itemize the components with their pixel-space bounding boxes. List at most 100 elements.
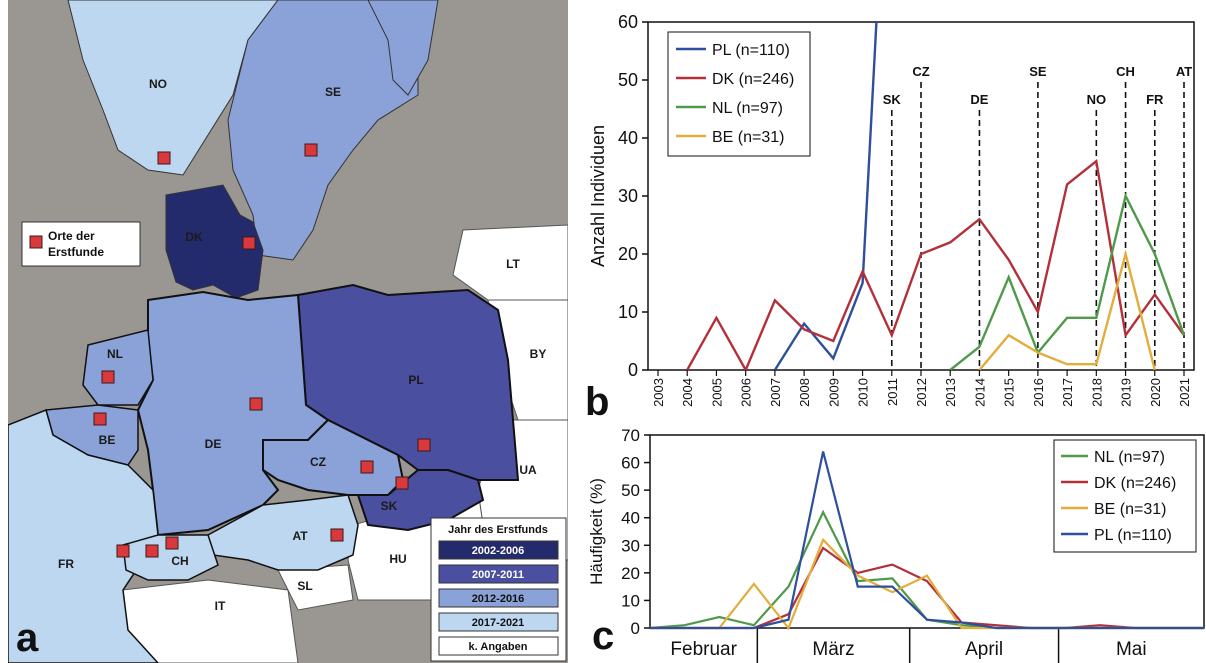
- legend-label: NL (n=97): [1094, 449, 1165, 466]
- year-legend-swatch: [438, 564, 559, 584]
- annotation-label: NO: [1087, 92, 1107, 107]
- year-legend-label: k. Angaben: [469, 641, 528, 653]
- country-label-it: IT: [215, 599, 226, 613]
- marker-pl: [417, 438, 431, 452]
- annotation-label: CH: [1116, 64, 1135, 79]
- x-tick-label: 2005: [709, 378, 724, 407]
- legend-label: BE (n=31): [1094, 501, 1166, 518]
- legend-label: PL (n=110): [1094, 527, 1172, 544]
- series-line-nl: [949, 192, 1186, 370]
- country-dk: [165, 184, 264, 299]
- country-label-no: NO: [149, 77, 167, 91]
- year-legend-label: 2002-2006: [472, 545, 525, 557]
- first-record-map: NO SE DK LT BY NL BE DE PL CZ SK UA FR C…: [8, 0, 568, 663]
- x-tick-label: 2019: [1119, 378, 1134, 407]
- country-label-de: DE: [205, 437, 222, 451]
- marker-sk: [395, 476, 409, 490]
- year-legend: Jahr des Erstfunds 2002-2006 2007-2011 201…: [430, 517, 567, 662]
- country-label-sl: SL: [297, 579, 312, 593]
- year-legend-swatch: [438, 612, 559, 632]
- x-tick-label: 2017: [1060, 378, 1075, 407]
- country-label-sk: SK: [381, 499, 398, 513]
- annotation-label: SE: [1029, 64, 1047, 79]
- x-tick-label: 2014: [972, 378, 987, 407]
- month-label: Mai: [1116, 639, 1147, 660]
- legend-label: PL (n=110): [712, 42, 790, 59]
- marker-ch-1: [116, 544, 130, 558]
- series-line-pl: [773, 22, 878, 370]
- y-tick-label: 10: [621, 591, 640, 610]
- annotation-label: DE: [970, 92, 988, 107]
- country-label-se: SE: [325, 85, 341, 99]
- chart-seasonal-frequency: 0 10 20 30 40 50 60 70 Februar März April Mai Häufig…: [587, 426, 1205, 663]
- annotation-label: SK: [883, 92, 902, 107]
- marker-dk: [242, 236, 256, 250]
- x-tick-label: 2006: [739, 378, 754, 407]
- month-label: März: [812, 639, 854, 660]
- marker-se: [304, 143, 318, 157]
- y-axis-label: Anzahl Individuen: [588, 125, 608, 267]
- marker-nl: [101, 370, 115, 384]
- x-tick-label: 2021: [1177, 378, 1192, 407]
- series-line-dk: [650, 546, 1204, 630]
- x-tick-label: 2016: [1031, 378, 1046, 407]
- first-record-markers: [93, 143, 431, 558]
- month-label: Februar: [670, 639, 737, 660]
- y-tick-label: 0: [631, 619, 640, 638]
- year-legend-title: Jahr des Erstfunds: [448, 524, 548, 536]
- annotation-label: AT: [1176, 64, 1192, 79]
- y-tick-label: 70: [621, 426, 640, 445]
- y-axis-label: Häufigkeit (%): [587, 478, 606, 585]
- panel-label-c: c: [592, 614, 615, 658]
- month-label: April: [965, 639, 1003, 660]
- y-tick-label: 60: [621, 454, 640, 473]
- marker-ch-3: [165, 536, 179, 550]
- marker-legend-line1: Orte der: [48, 229, 95, 243]
- annotation-label: FR: [1146, 92, 1164, 107]
- x-tick-label: 2007: [768, 378, 783, 407]
- year-legend-label: 2017-2021: [472, 617, 525, 629]
- y-tick-label: 20: [621, 564, 640, 583]
- marker-be: [93, 412, 107, 426]
- country-label-ch: CH: [171, 554, 188, 568]
- country-label-cz: CZ: [310, 455, 326, 469]
- x-tick-label: 2012: [914, 378, 929, 407]
- y-tick-label: 20: [618, 244, 638, 264]
- country-it: [122, 579, 299, 663]
- y-tick-label: 50: [618, 70, 638, 90]
- country-nl: [82, 329, 154, 406]
- country-at: [207, 494, 359, 571]
- chart-c-frame: [649, 434, 1205, 629]
- country-se: [227, 0, 419, 261]
- y-tick-label: 40: [618, 128, 638, 148]
- marker-no: [157, 151, 171, 165]
- panel-label-a: a: [16, 616, 39, 660]
- marker-ch-2: [145, 544, 159, 558]
- year-legend-swatch: [438, 636, 559, 656]
- x-tick-label: 2010: [856, 378, 871, 407]
- year-legend-label: 2012-2016: [472, 593, 525, 605]
- x-tick-label: 2020: [1148, 378, 1163, 407]
- x-tick-label: 2009: [826, 378, 841, 407]
- country-fi: [367, 0, 439, 96]
- series-line-pl: [650, 451, 1204, 630]
- y-tick-label: 50: [621, 481, 640, 500]
- y-tick-label: 10: [618, 302, 638, 322]
- panel-label-b: b: [585, 380, 610, 424]
- series-line-dk: [686, 158, 1185, 370]
- x-tick-label: 2003: [651, 378, 666, 407]
- marker-legend-line2: Erstfunde: [48, 245, 104, 259]
- x-tick-label: 2011: [885, 378, 900, 406]
- y-tick-label: 40: [621, 509, 640, 528]
- marker-de: [249, 397, 263, 411]
- x-tick-label: 2013: [943, 378, 958, 407]
- country-label-ua: UA: [519, 463, 537, 477]
- series-line-be: [978, 249, 1156, 370]
- country-label-at: AT: [292, 529, 308, 543]
- series-line-be: [650, 537, 1204, 631]
- year-legend-swatch: [438, 540, 559, 560]
- country-label-nl: NL: [107, 347, 123, 361]
- legend-label: DK (n=246): [1094, 475, 1176, 492]
- country-label-hu: HU: [389, 552, 406, 566]
- y-tick-label: 0: [628, 360, 638, 380]
